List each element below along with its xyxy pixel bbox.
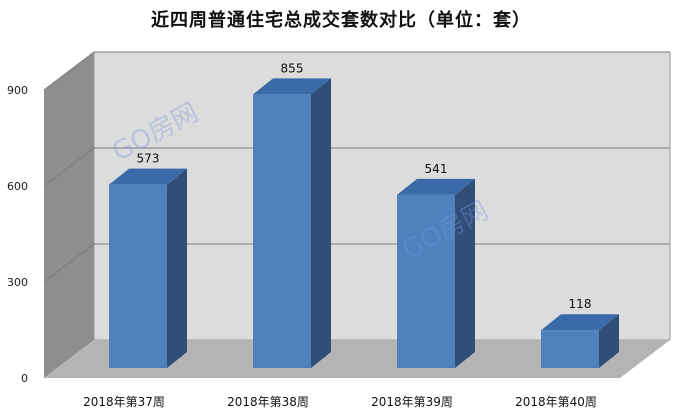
- data-labels: 573 855 541 118: [137, 61, 592, 311]
- grid-line: [43, 51, 95, 91]
- side-wall: [44, 52, 94, 378]
- y-tick-label: 600: [7, 180, 28, 193]
- grid-line: [43, 147, 95, 187]
- bar-side: [599, 314, 619, 368]
- bar-top: [109, 168, 187, 185]
- y-axis-ticks: 0 300 600 900: [7, 84, 28, 385]
- bar-side: [167, 168, 187, 368]
- x-tick-label: 2018年第37周: [83, 395, 165, 409]
- bars: [109, 78, 619, 369]
- y-tick-label: 0: [21, 372, 28, 385]
- grid-lines: [43, 51, 670, 283]
- data-label: 855: [281, 61, 304, 75]
- bar-top: [541, 314, 619, 331]
- bar-side: [311, 78, 331, 369]
- data-label: 541: [425, 162, 448, 176]
- bar: [253, 94, 311, 369]
- y-tick-label: 300: [7, 276, 28, 289]
- back-wall: [93, 51, 671, 341]
- x-axis-ticks: 2018年第37周 2018年第38周 2018年第39周 2018年第40周: [83, 395, 597, 409]
- x-tick-label: 2018年第39周: [371, 395, 453, 409]
- chart-title: 近四周普通住宅总成交套数对比（单位：套）: [151, 10, 531, 31]
- floor: [44, 340, 670, 378]
- bar: [109, 184, 167, 368]
- x-tick-label: 2018年第40周: [515, 395, 597, 409]
- bar-side: [455, 178, 475, 368]
- y-tick-label: 900: [7, 84, 28, 97]
- bar-top: [253, 78, 331, 95]
- data-label: 118: [569, 297, 592, 311]
- bar-top: [397, 178, 475, 195]
- grid-line: [43, 243, 95, 283]
- x-tick-label: 2018年第38周: [227, 395, 309, 409]
- bar: [541, 330, 599, 368]
- data-label: 573: [137, 152, 160, 166]
- bar: [397, 194, 455, 368]
- chart-walls: [44, 51, 671, 378]
